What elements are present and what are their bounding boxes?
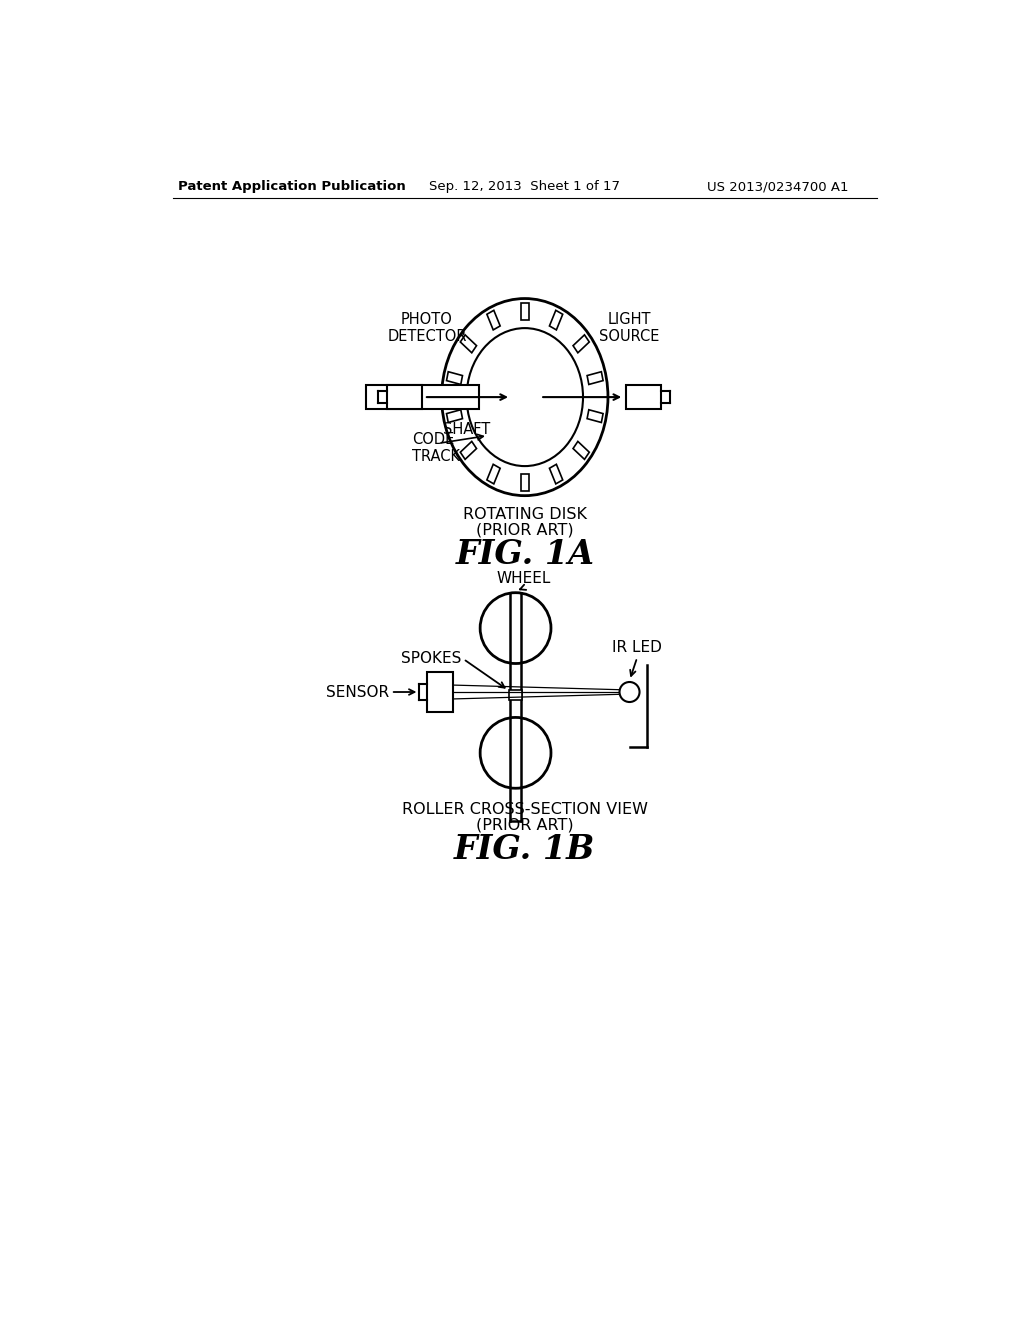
Bar — [387, 385, 422, 409]
Text: CODE
TRACK: CODE TRACK — [413, 432, 461, 465]
Text: Sep. 12, 2013  Sheet 1 of 17: Sep. 12, 2013 Sheet 1 of 17 — [429, 181, 621, 194]
Text: ROTATING DISK: ROTATING DISK — [463, 507, 587, 521]
Text: SHAFT: SHAFT — [443, 422, 490, 437]
Text: Patent Application Publication: Patent Application Publication — [178, 181, 407, 194]
Ellipse shape — [480, 718, 551, 788]
Text: PHOTO
DETECTOR: PHOTO DETECTOR — [387, 312, 467, 345]
Text: WHEEL: WHEEL — [496, 570, 551, 586]
Text: SENSOR: SENSOR — [327, 685, 389, 700]
Text: ROLLER CROSS-SECTION VIEW: ROLLER CROSS-SECTION VIEW — [401, 803, 648, 817]
Text: LIGHT
SOURCE: LIGHT SOURCE — [599, 312, 659, 345]
Ellipse shape — [620, 682, 640, 702]
Text: SPOKES: SPOKES — [401, 651, 462, 667]
Text: FIG. 1A: FIG. 1A — [456, 537, 594, 570]
Bar — [367, 385, 479, 409]
Ellipse shape — [467, 329, 583, 466]
Bar — [509, 690, 522, 700]
Bar — [626, 385, 662, 409]
Text: (PRIOR ART): (PRIOR ART) — [476, 817, 573, 833]
Text: IR LED: IR LED — [612, 640, 663, 655]
Ellipse shape — [480, 593, 551, 664]
Text: FIG. 1B: FIG. 1B — [454, 833, 596, 866]
Ellipse shape — [441, 298, 608, 496]
Text: US 2013/0234700 A1: US 2013/0234700 A1 — [707, 181, 848, 194]
Bar — [427, 672, 454, 711]
Text: (PRIOR ART): (PRIOR ART) — [476, 521, 573, 537]
